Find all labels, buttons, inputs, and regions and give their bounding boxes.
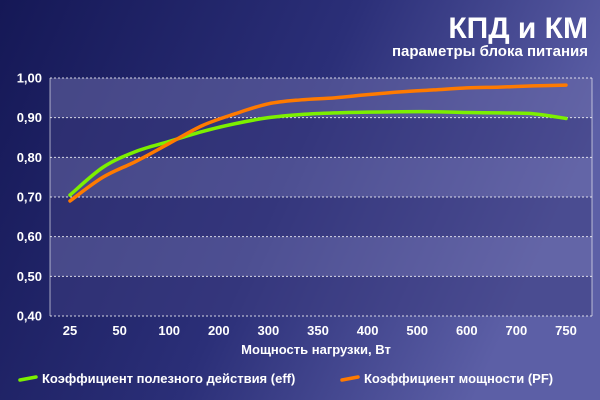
- legend-swatch: [18, 375, 38, 382]
- x-tick-label: 100: [158, 323, 180, 338]
- plot-band: [50, 157, 592, 197]
- x-tick-label: 400: [357, 323, 379, 338]
- y-tick-label: 0,80: [17, 150, 42, 165]
- y-tick-label: 0,60: [17, 229, 42, 244]
- x-axis-tick-labels: 25 50 100 200 300 350 400 500 600 700 750: [63, 323, 577, 338]
- series-layer: [68, 83, 568, 203]
- x-tick-label: 50: [112, 323, 126, 338]
- plot-band: [50, 236, 592, 277]
- x-tick-label: 700: [506, 323, 528, 338]
- y-tick-label: 0,90: [17, 110, 42, 125]
- x-tick-label: 500: [406, 323, 428, 338]
- grid-lines: [49, 77, 593, 317]
- x-tick-label: 300: [258, 323, 280, 338]
- y-tick-label: 0,70: [17, 190, 42, 205]
- series-line-pf: [68, 83, 568, 203]
- x-axis-label: Мощность нагрузки, Вт: [241, 342, 391, 357]
- plot-band: [50, 276, 592, 316]
- chart-subtitle: параметры блока питания: [392, 43, 588, 60]
- y-tick-label: 1,00: [17, 71, 42, 86]
- x-tick-label: 600: [456, 323, 478, 338]
- x-tick-label: 25: [63, 323, 77, 338]
- legend-label: Коэффициент мощности (PF): [364, 371, 553, 386]
- x-tick-label: 350: [307, 323, 329, 338]
- y-axis-tick-labels: 0,40 0,50 0,60 0,70 0,80 0,90 1,00: [17, 71, 42, 324]
- y-tick-label: 0,40: [17, 309, 42, 324]
- plot-bands: [50, 78, 592, 316]
- legend-label: Коэффициент полезного действия (eff): [42, 371, 295, 386]
- plot-band: [50, 197, 592, 237]
- plot-band: [50, 117, 592, 158]
- chart-title: КПД и КМ: [448, 12, 588, 45]
- legend-swatch: [340, 375, 360, 382]
- legend: Коэффициент полезного действия (eff) Коэф…: [18, 371, 553, 386]
- series-line-eff: [68, 109, 568, 197]
- x-tick-label: 200: [208, 323, 230, 338]
- y-tick-label: 0,50: [17, 269, 42, 284]
- x-tick-label: 750: [555, 323, 577, 338]
